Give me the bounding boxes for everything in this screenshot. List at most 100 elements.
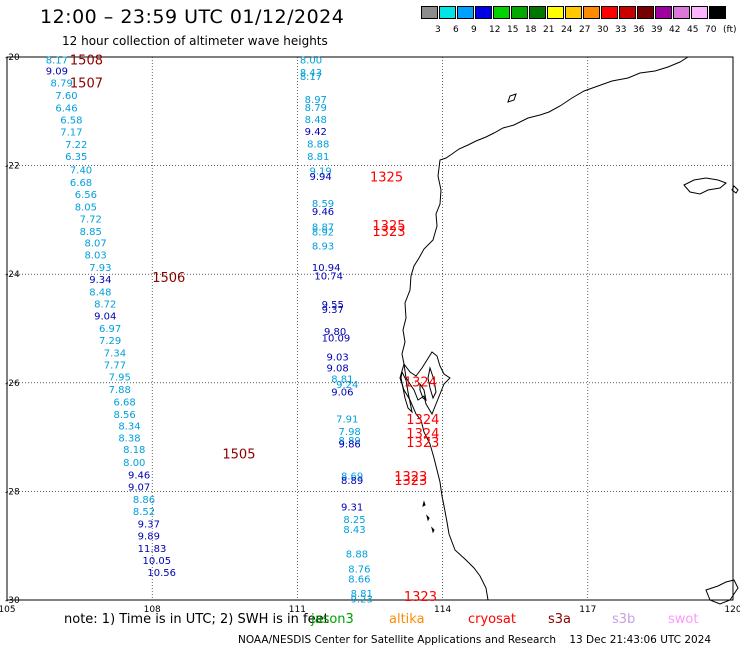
wave-height-label: 8.48: [305, 115, 327, 126]
wave-height-label: 9.46: [312, 207, 334, 218]
lat-tick-label: -30: [5, 596, 20, 606]
pass-number-label: 1323: [372, 225, 405, 240]
wave-height-label: 9.86: [339, 440, 361, 451]
wave-height-label: 6.68: [113, 397, 135, 408]
scale-label: 33: [615, 25, 627, 35]
scale-swatch: [493, 6, 510, 19]
satellite-legend-s3a: s3a: [548, 612, 572, 627]
wave-height-label: 9.23: [351, 594, 373, 605]
wave-height-label: 7.77: [104, 360, 126, 371]
lon-tick-label: 105: [0, 605, 16, 615]
scale-label: 42: [669, 25, 681, 35]
satellite-legend-altika: altika: [389, 612, 425, 627]
wave-height-label: 8.69: [341, 472, 363, 483]
wave-height-label: 10.56: [147, 568, 176, 579]
map-title: 12:00 – 23:59 UTC 01/12/2024: [40, 6, 345, 28]
wave-height-label: 9.80: [324, 327, 346, 338]
pass-number-label: 1324: [406, 413, 439, 428]
wave-height-label: 8.81: [331, 374, 353, 385]
map-frame: [6, 56, 734, 601]
wave-height-label: 9.19: [310, 166, 332, 177]
wave-height-label: 8.93: [312, 241, 334, 252]
scale-swatch: [673, 6, 690, 19]
wave-height-label: 8.87: [312, 222, 334, 233]
pass-number-label: 1325: [370, 170, 403, 185]
scale-label: 21: [543, 25, 555, 35]
wave-height-label: 8.17: [46, 56, 68, 67]
wave-height-label: 8.00: [300, 56, 322, 67]
pass-number-label: 1324: [406, 427, 439, 442]
lat-tick-label: -24: [5, 270, 20, 280]
lon-tick-label: 114: [434, 605, 451, 615]
wave-height-label: 7.34: [104, 348, 126, 359]
wave-height-label: 7.95: [109, 372, 131, 383]
wave-height-label: 8.72: [94, 300, 116, 311]
lat-tick-label: -26: [5, 379, 20, 389]
wave-height-label: 8.38: [118, 434, 140, 445]
wave-height-label: 8.03: [84, 251, 106, 262]
satellite-legend-jason3: jason3: [311, 612, 354, 627]
wave-height-label: 9.94: [310, 172, 332, 183]
wave-height-label: 9.24: [336, 380, 358, 391]
wave-height-label: 11.83: [138, 544, 167, 555]
scale-label: 3: [435, 25, 441, 35]
wave-height-label: 9.08: [326, 364, 348, 375]
lon-tick-label: 120: [724, 605, 740, 615]
scale-label: 39: [651, 25, 663, 35]
scale-swatch: [457, 6, 474, 19]
wave-height-label: 7.40: [70, 165, 92, 176]
wave-height-label: 6.35: [65, 152, 87, 163]
coastline: [399, 56, 739, 605]
wave-height-labels: 8.179.098.797.606.466.587.177.226.357.40…: [46, 56, 373, 606]
scale-swatch: [709, 6, 726, 19]
scale-swatch: [637, 6, 654, 19]
credit-line: NOAA/NESDIS Center for Satellite Applica…: [238, 634, 712, 646]
scale-label: 6: [453, 25, 459, 35]
pass-number-label: 1505: [222, 447, 255, 462]
wave-height-label: 8.52: [133, 507, 155, 518]
wave-height-label: 8.59: [312, 199, 334, 210]
wave-height-label: 8.34: [118, 422, 140, 433]
wave-height-label: 9.55: [322, 300, 344, 311]
pass-number-label: 1324: [404, 376, 437, 391]
coastline-mainland: [399, 56, 689, 601]
scale-label: 45: [687, 25, 699, 35]
map-subtitle: 12 hour collection of altimeter wave hei…: [62, 34, 328, 48]
scale-swatch: [583, 6, 600, 19]
lat-lon-grid: 105 108 111 114 117 120 -20 -22 -24 -26 -28 -30: [0, 53, 740, 615]
wave-height-label: 8.97: [305, 95, 327, 106]
scale-swatch: [529, 6, 546, 19]
scale-label: 15: [507, 25, 519, 35]
wave-height-label: 8.92: [312, 227, 334, 238]
wave-height-label: 8.89: [341, 476, 363, 487]
pass-number-label: 1323: [394, 474, 427, 489]
wave-height-label: 6.46: [55, 103, 77, 114]
wave-height-label: 8.56: [113, 410, 135, 421]
wave-height-label: 8.43: [343, 525, 365, 536]
scale-swatch: [439, 6, 456, 19]
scale-swatch: [421, 6, 438, 19]
wave-height-label: 8.79: [51, 79, 73, 90]
wave-height-label: 8.81: [351, 589, 373, 600]
pass-number-label: 1507: [70, 77, 103, 92]
satellite-legend-swot: swot: [668, 612, 699, 627]
lon-tick-label: 108: [144, 605, 161, 615]
wave-height-label: 7.29: [99, 336, 121, 347]
wave-height-label: 7.22: [65, 140, 87, 151]
island-small-mid: [507, 93, 517, 103]
pass-number-label: 1323: [394, 470, 427, 485]
wave-height-label: 10.94: [312, 263, 341, 274]
wave-height-label: 9.31: [341, 503, 363, 514]
wave-height-label: 8.89: [339, 436, 361, 447]
wave-height-label: 8.43: [300, 68, 322, 79]
scale-swatch: [619, 6, 636, 19]
lat-tick-label: -22: [5, 162, 20, 172]
wave-height-label: 9.09: [46, 67, 68, 78]
lat-tick-label: -28: [5, 487, 20, 497]
wave-height-label: 7.98: [339, 427, 361, 438]
wave-height-label: 10.05: [143, 556, 172, 567]
scale-label: 18: [525, 25, 537, 35]
wave-height-label: 9.89: [138, 531, 160, 542]
wave-height-label: 6.56: [75, 190, 97, 201]
